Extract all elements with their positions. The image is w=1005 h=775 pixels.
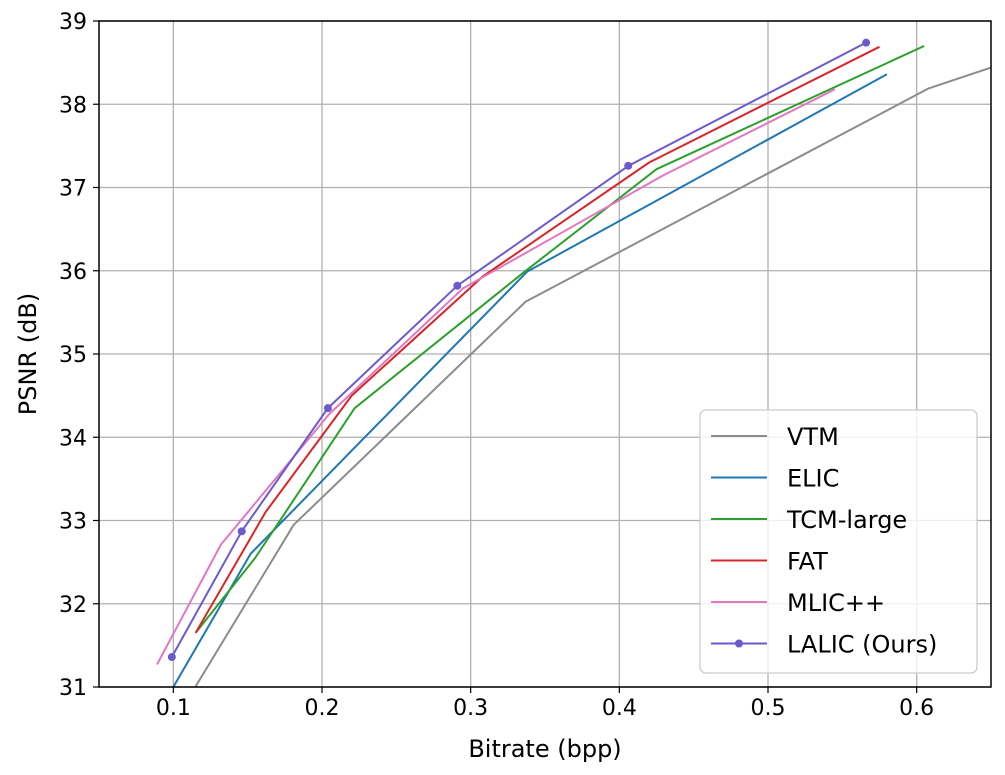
- legend-label: FAT: [787, 548, 828, 576]
- legend: VTM ELIC TCM-large FAT MLIC++ LALIC (Ours): [699, 409, 978, 674]
- x-tick-label: 0.6: [899, 696, 934, 721]
- x-tick-label: 0.5: [751, 696, 786, 721]
- series-group: [156, 38, 991, 687]
- series-line-fat: [194, 45, 880, 634]
- series-line-mlic: [156, 88, 836, 665]
- legend-label: ELIC: [787, 465, 839, 493]
- data-point: [323, 404, 332, 413]
- legend-label: VTM: [787, 423, 839, 451]
- legend-label: LALIC (Ours): [787, 631, 937, 659]
- legend-marker: [735, 639, 743, 648]
- x-tick-label: 0.4: [602, 696, 637, 721]
- x-axis-label: Bitrate (bpp): [468, 735, 621, 763]
- y-tick-label: 38: [59, 93, 87, 118]
- legend-label: TCM-large: [786, 506, 907, 534]
- y-tick-label: 36: [59, 260, 87, 285]
- series-line-tcm-large: [194, 45, 925, 634]
- y-tick-label: 32: [59, 593, 87, 618]
- series-line-vtm: [194, 66, 991, 687]
- data-point: [453, 281, 462, 290]
- series-line-elic: [172, 73, 888, 687]
- y-tick-label: 34: [59, 426, 87, 451]
- x-tick-label: 0.1: [156, 696, 191, 721]
- x-tick-label: 0.3: [453, 696, 488, 721]
- y-tick-label: 31: [59, 676, 87, 701]
- y-tick-label: 33: [59, 510, 87, 535]
- series-line-lalic-ours: [170, 41, 867, 658]
- y-tick-label: 39: [59, 10, 87, 35]
- y-tick-label: 37: [59, 177, 87, 202]
- y-tick-label: 35: [59, 343, 87, 368]
- legend-label: MLIC++: [787, 589, 885, 617]
- data-point: [167, 653, 176, 662]
- x-tick-label: 0.2: [305, 696, 340, 721]
- data-point: [862, 38, 871, 47]
- ticks: 0.1 0.2 0.3 0.4 0.5 0.6 31 32 33 34 35 36 37 38 39: [59, 10, 934, 721]
- legend-box: [699, 409, 978, 674]
- y-axis-label: PSNR (dB): [14, 293, 42, 415]
- data-point: [237, 527, 246, 536]
- data-point: [624, 161, 633, 170]
